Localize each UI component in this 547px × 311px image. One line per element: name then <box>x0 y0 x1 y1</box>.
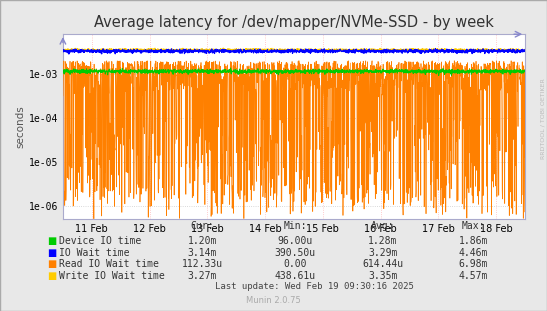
Text: 4.46m: 4.46m <box>458 248 488 258</box>
Text: Read IO Wait time: Read IO Wait time <box>59 259 159 269</box>
Text: Write IO Wait time: Write IO Wait time <box>59 271 164 281</box>
Title: Average latency for /dev/mapper/NVMe-SSD - by week: Average latency for /dev/mapper/NVMe-SSD… <box>94 15 494 30</box>
Text: 614.44u: 614.44u <box>362 259 404 269</box>
Text: ■: ■ <box>48 259 56 269</box>
Y-axis label: seconds: seconds <box>16 105 26 148</box>
Text: 390.50u: 390.50u <box>275 248 316 258</box>
Text: 3.14m: 3.14m <box>188 248 217 258</box>
Text: 3.35m: 3.35m <box>368 271 398 281</box>
Text: 96.00u: 96.00u <box>278 236 313 246</box>
Text: 1.20m: 1.20m <box>188 236 217 246</box>
Text: ■: ■ <box>48 271 56 281</box>
Text: 4.57m: 4.57m <box>458 271 488 281</box>
Text: 1.86m: 1.86m <box>458 236 488 246</box>
Text: Munin 2.0.75: Munin 2.0.75 <box>246 296 301 305</box>
Text: Avg:: Avg: <box>371 220 394 230</box>
Text: RRDTOOL / TOBI OETIKER: RRDTOOL / TOBI OETIKER <box>541 78 546 159</box>
Text: 3.29m: 3.29m <box>368 248 398 258</box>
Text: 6.98m: 6.98m <box>458 259 488 269</box>
Text: Cur:: Cur: <box>191 220 214 230</box>
Text: 3.27m: 3.27m <box>188 271 217 281</box>
Text: Device IO time: Device IO time <box>59 236 141 246</box>
Text: 0.00: 0.00 <box>284 259 307 269</box>
Text: 112.33u: 112.33u <box>182 259 223 269</box>
Text: ■: ■ <box>48 236 56 246</box>
Text: 1.28m: 1.28m <box>368 236 398 246</box>
Text: IO Wait time: IO Wait time <box>59 248 129 258</box>
Text: Last update: Wed Feb 19 09:30:16 2025: Last update: Wed Feb 19 09:30:16 2025 <box>215 281 414 290</box>
Text: ■: ■ <box>48 248 56 258</box>
Text: Max:: Max: <box>462 220 485 230</box>
Text: Min:: Min: <box>284 220 307 230</box>
Text: 438.61u: 438.61u <box>275 271 316 281</box>
